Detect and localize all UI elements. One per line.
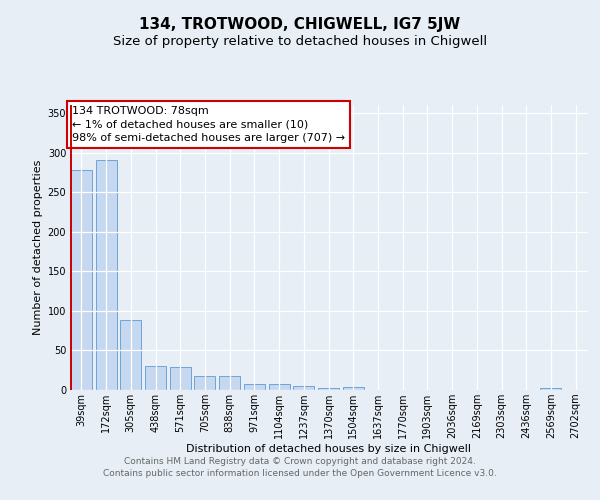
Bar <box>318 388 339 390</box>
Bar <box>269 384 290 390</box>
Bar <box>170 367 191 390</box>
Text: 134 TROTWOOD: 78sqm
← 1% of detached houses are smaller (10)
98% of semi-detache: 134 TROTWOOD: 78sqm ← 1% of detached hou… <box>71 106 345 143</box>
Bar <box>219 376 240 390</box>
Bar <box>343 387 364 390</box>
Bar <box>71 170 92 390</box>
Bar <box>95 160 116 390</box>
Y-axis label: Number of detached properties: Number of detached properties <box>34 160 43 335</box>
Text: Contains HM Land Registry data © Crown copyright and database right 2024.
Contai: Contains HM Land Registry data © Crown c… <box>103 457 497 478</box>
Bar <box>244 384 265 390</box>
Text: 134, TROTWOOD, CHIGWELL, IG7 5JW: 134, TROTWOOD, CHIGWELL, IG7 5JW <box>139 18 461 32</box>
Text: Size of property relative to detached houses in Chigwell: Size of property relative to detached ho… <box>113 35 487 48</box>
Bar <box>541 388 562 390</box>
Bar <box>120 320 141 390</box>
X-axis label: Distribution of detached houses by size in Chigwell: Distribution of detached houses by size … <box>186 444 471 454</box>
Bar <box>145 366 166 390</box>
Bar <box>293 386 314 390</box>
Bar <box>194 376 215 390</box>
